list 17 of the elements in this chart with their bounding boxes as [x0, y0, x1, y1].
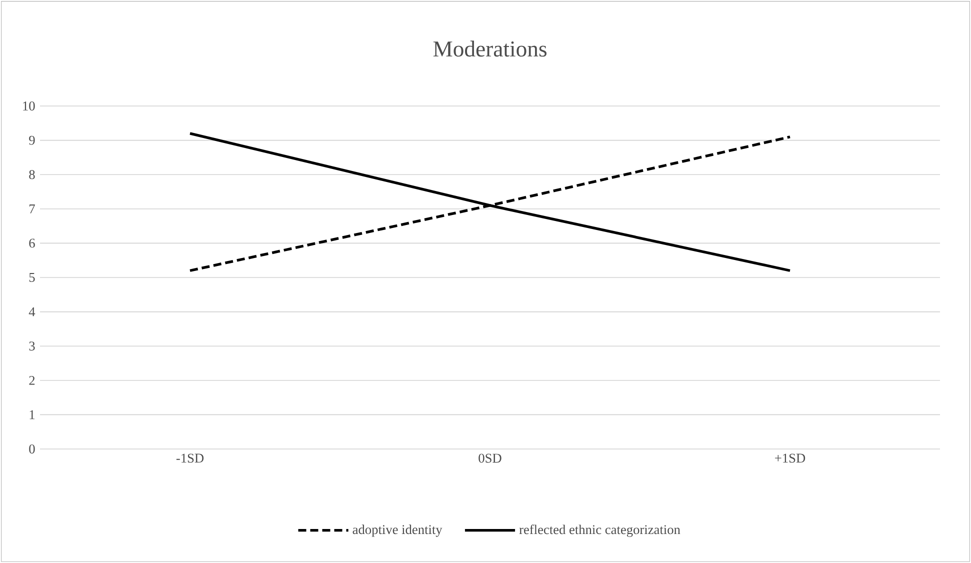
y-tick-label: 7	[30, 204, 35, 214]
y-tick-label: 0	[29, 444, 35, 454]
y-tick-label: 5	[29, 273, 35, 282]
y-tick-label: 10	[23, 101, 35, 110]
y-tick-label: 8	[29, 170, 35, 180]
y-tick-label: 9	[29, 136, 35, 145]
x-tick-label: -1SD	[176, 454, 204, 463]
y-tick-label: 3	[29, 342, 35, 351]
x-tick-label: 0SD	[478, 454, 502, 463]
x-tick-label: +1SD	[775, 454, 806, 463]
y-tick-label: 1	[30, 410, 35, 420]
chart-title: Moderations	[433, 40, 546, 57]
legend-label: adoptive identity	[352, 524, 442, 537]
y-tick-label: 4	[28, 307, 36, 316]
y-tick-label: 2	[29, 376, 35, 385]
legend-label: reflected ethnic categorization	[519, 524, 680, 537]
y-tick-label: 6	[29, 238, 35, 248]
